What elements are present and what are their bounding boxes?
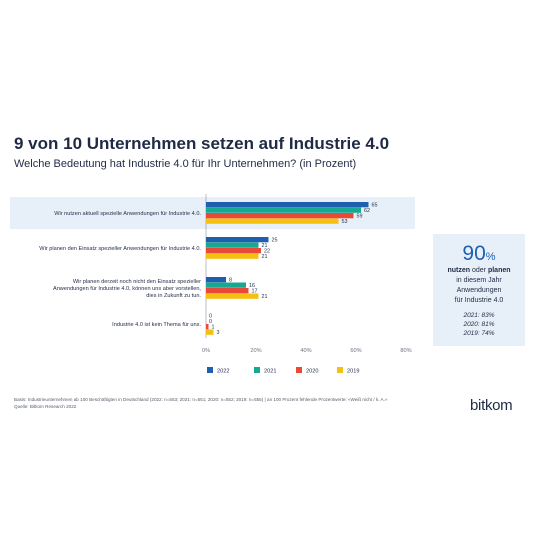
data-label: 21 [262, 243, 268, 249]
category-label: Anwendungen für Industrie 4.0, können un… [53, 286, 201, 292]
data-label: 59 [357, 214, 363, 220]
legend-swatch-2019 [337, 367, 343, 373]
bar-2022 [206, 237, 269, 243]
bar-2019 [206, 293, 259, 299]
legend-label: 2021 [264, 369, 276, 375]
category-label: Wir planen derzeit noch nicht den Einsat… [73, 279, 201, 285]
bar-2019 [206, 253, 259, 259]
data-label: 62 [364, 208, 370, 214]
data-label: 21 [262, 294, 268, 300]
legend-label: 2022 [217, 369, 229, 375]
bar-2022 [206, 277, 226, 283]
data-label: 53 [342, 219, 348, 225]
legend-swatch-2020 [296, 367, 302, 373]
legend-label: 2019 [347, 369, 359, 375]
bar-2019 [206, 329, 214, 335]
bar-2020 [206, 213, 354, 219]
bitkom-logo: bitkom [470, 397, 513, 414]
x-tick-label: 60% [350, 348, 361, 354]
data-label: 22 [264, 249, 270, 255]
chart-title: 9 von 10 Unternehmen setzen auf Industri… [14, 134, 390, 153]
bar-2020 [206, 324, 209, 330]
data-label: 21 [262, 254, 268, 260]
x-tick-label: 0% [202, 348, 210, 354]
bar-2020 [206, 288, 249, 294]
category-label: Wir planen den Einsatz spezieller Anwend… [39, 246, 201, 252]
callout-percent: 90% [462, 242, 496, 265]
category-label: dies in Zukunft zu tun. [146, 293, 201, 299]
bar-2019 [206, 218, 339, 224]
bar-2021 [206, 282, 246, 288]
callout-history-2019: 2019: 74% [463, 330, 495, 337]
data-label: 65 [372, 203, 378, 209]
callout-history-2021: 2021: 83% [463, 312, 495, 319]
data-label: 16 [249, 283, 255, 289]
data-label: 8 [229, 278, 232, 284]
x-tick-label: 20% [250, 348, 261, 354]
legend-swatch-2022 [207, 367, 213, 373]
data-label: 0 [209, 319, 212, 325]
footnote-basis: Basis: Industrieunternehmen ab 100 Besch… [14, 397, 388, 402]
chart-subtitle: Welche Bedeutung hat Industrie 4.0 für I… [14, 158, 357, 170]
callout-line-1: nutzen oder planen [447, 267, 511, 274]
data-label: 17 [252, 289, 258, 295]
bar-2021 [206, 242, 259, 248]
data-label: 1 [212, 325, 215, 331]
summary-callout: 90% nutzen oder planen in diesem Jahr An… [433, 234, 525, 346]
callout-history-2020: 2020: 81% [463, 321, 495, 328]
x-tick-label: 80% [400, 348, 411, 354]
data-label: 0 [209, 314, 212, 320]
footnote-source: Quelle: Bitkom Research 2022 [14, 404, 77, 409]
category-label: Industrie 4.0 ist kein Thema für uns. [112, 322, 201, 328]
bar-2021 [206, 207, 361, 213]
callout-line-4: für Industrie 4.0 [454, 297, 504, 304]
category-label: Wir nutzen aktuell spezielle Anwendungen… [54, 211, 201, 217]
legend-swatch-2021 [254, 367, 260, 373]
data-label: 25 [272, 238, 278, 244]
x-tick-label: 40% [300, 348, 311, 354]
legend-label: 2020 [306, 369, 318, 375]
bar-2022 [206, 202, 369, 208]
footnote: Basis: Industrieunternehmen ab 100 Besch… [14, 396, 484, 410]
callout-line-3: Anwendungen [456, 287, 502, 294]
bar-chart: Wir nutzen aktuell spezielle Anwendungen… [10, 194, 415, 375]
bar-2020 [206, 248, 261, 254]
data-label: 3 [217, 330, 220, 336]
callout-line-2: in diesem Jahr [456, 277, 502, 284]
